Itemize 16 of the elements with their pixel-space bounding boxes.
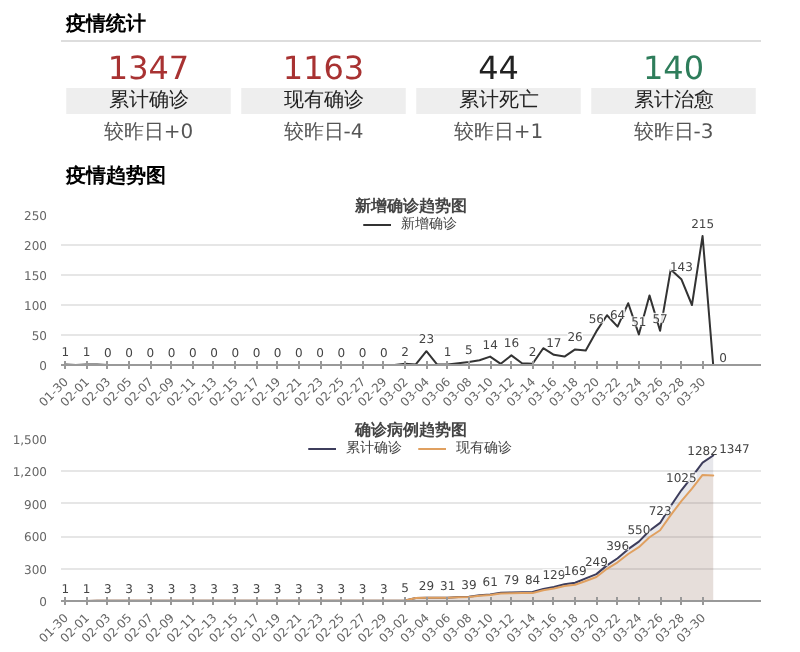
chart-title: 确诊病例趋势图	[353, 421, 467, 439]
text: 较昨日-4	[283, 120, 364, 144]
text: 较昨日-3	[633, 120, 714, 144]
text: 现有确诊	[283, 88, 364, 112]
text: 累计治愈	[633, 88, 714, 112]
data-label: 1163	[282, 49, 365, 87]
data-label: 44	[478, 49, 519, 87]
text: 累计死亡	[458, 88, 539, 112]
text: 疫情趋势图	[64, 164, 167, 188]
text: 疫情统计	[64, 12, 147, 36]
data-label: 1347	[107, 49, 190, 87]
text: 较昨日+0	[103, 120, 194, 144]
chart-title: 新增确诊趋势图	[353, 195, 467, 215]
data-label: 140	[642, 49, 705, 87]
text: 累计确诊	[108, 88, 189, 112]
text: 较昨日+1	[453, 120, 544, 144]
